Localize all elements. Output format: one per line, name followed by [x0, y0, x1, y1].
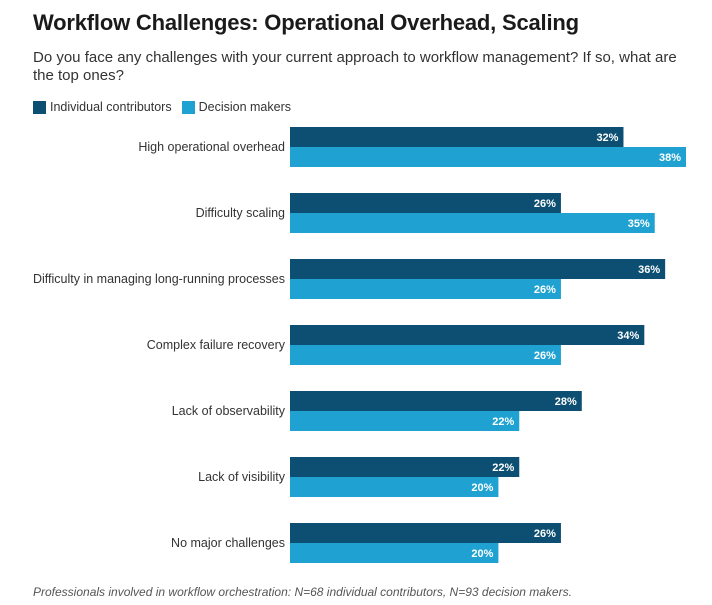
category-label: No major challenges [171, 536, 285, 550]
bar-value-label: 32% [596, 132, 618, 144]
bar-series-1 [290, 193, 561, 213]
category-label: Lack of observability [172, 404, 286, 418]
bar-series-1 [290, 127, 624, 147]
bar-value-label: 36% [638, 264, 660, 276]
bar-series-1 [290, 259, 666, 279]
category-label: High operational overhead [138, 140, 285, 154]
category-label: Lack of visibility [198, 470, 286, 484]
bar-series-2 [290, 279, 561, 299]
legend-item-series-1: Individual contributors [33, 100, 172, 114]
chart-subtitle: Do you face any challenges with your cur… [33, 49, 677, 84]
category-label: Difficulty in managing long-running proc… [33, 272, 285, 286]
footnote: Professionals involved in workflow orche… [33, 585, 572, 599]
bar-value-label: 22% [492, 462, 514, 474]
bar-value-label: 26% [534, 350, 556, 362]
category-label: Difficulty scaling [196, 206, 285, 220]
bar-series-2 [290, 147, 686, 167]
bar-series-1 [290, 457, 520, 477]
chart-title: Workflow Challenges: Operational Overhea… [33, 10, 579, 35]
bar-value-label: 28% [555, 396, 577, 408]
category-label: Complex failure recovery [147, 338, 286, 352]
bar-value-label: 35% [628, 218, 650, 230]
bar-value-label: 26% [534, 198, 556, 210]
bar-value-label: 38% [659, 152, 681, 164]
bar-series-1 [290, 391, 582, 411]
legend-label-series-2: Decision makers [198, 100, 291, 114]
legend: Individual contributors Decision makers [33, 99, 301, 115]
bar-series-2 [290, 213, 655, 233]
bar-series-1 [290, 523, 561, 543]
bar-series-2 [290, 477, 499, 497]
legend-swatch-series-1 [33, 100, 46, 114]
bar-series-2 [290, 345, 561, 365]
legend-item-series-2: Decision makers [181, 100, 291, 114]
legend-swatch-series-2 [181, 100, 195, 114]
bar-value-label: 20% [471, 482, 493, 494]
bar-series-1 [290, 325, 645, 345]
bar-value-label: 34% [617, 330, 639, 342]
bar-series-2 [290, 411, 520, 431]
bar-value-label: 26% [534, 284, 556, 296]
bar-value-label: 26% [534, 528, 556, 540]
legend-label-series-1: Individual contributors [50, 100, 172, 114]
bar-value-label: 22% [492, 416, 514, 428]
bar-series-2 [290, 543, 499, 563]
bar-value-label: 20% [471, 548, 493, 560]
bar-chart: High operational overhead 32% 38% Difficult… [33, 127, 686, 563]
